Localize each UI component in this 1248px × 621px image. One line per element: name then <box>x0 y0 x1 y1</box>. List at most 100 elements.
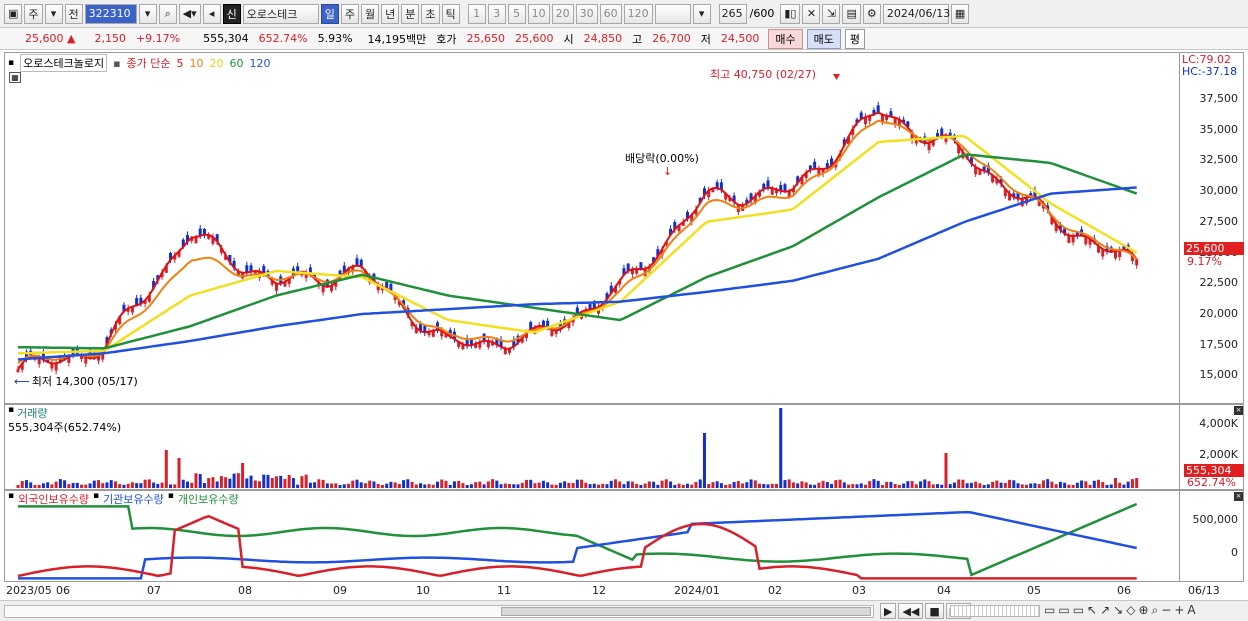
legend-ma5[interactable]: 5 <box>176 56 184 70</box>
stock-label: 오로스테크놀로지 <box>20 54 108 72</box>
window-menu-icon[interactable]: ▣ <box>4 3 23 24</box>
price-tick: 32,500 <box>1199 153 1239 167</box>
volume-panel[interactable] <box>4 404 1180 490</box>
market-select[interactable]: 주 <box>24 3 43 24</box>
period-second-button[interactable]: 초 <box>421 3 440 24</box>
holdings-axis[interactable] <box>1180 490 1244 582</box>
draw-cross-icon[interactable]: ⊕ <box>1138 603 1149 617</box>
legend-ma10[interactable]: 10 <box>189 56 204 70</box>
zoom-out-icon[interactable]: − <box>1161 603 1172 617</box>
period-tick-button[interactable]: 틱 <box>441 3 460 24</box>
period-week-button[interactable]: 주 <box>340 3 360 24</box>
legend-institution[interactable]: 기관보유수량 <box>103 493 164 506</box>
period-minute-button[interactable]: 분 <box>401 3 420 24</box>
fast-back-icon[interactable]: ◀◀ <box>898 603 924 619</box>
current-price-pct: 9.17% <box>1187 255 1222 268</box>
interval-120-button[interactable]: 120 <box>623 3 653 24</box>
prev-icon[interactable]: ◂ <box>202 3 221 24</box>
buy-button[interactable]: 매수 <box>768 28 803 49</box>
scope-select[interactable]: 전 <box>64 3 83 24</box>
legend-ma120[interactable]: 120 <box>249 56 271 70</box>
grid-icon[interactable]: ▦ <box>9 72 21 83</box>
hc-value: HC:-37.18 <box>1182 65 1238 78</box>
volume-close-icon[interactable]: × <box>1234 406 1243 415</box>
interval-10-button[interactable]: 10 <box>527 3 550 24</box>
x-label: 2024/01 <box>674 584 720 597</box>
gear-icon[interactable]: ⚙ <box>862 3 881 24</box>
scroll-track[interactable] <box>4 605 874 618</box>
x-label: 02 <box>768 584 782 597</box>
layout-2-icon[interactable]: ▭ <box>1058 603 1070 617</box>
price-tick: 37,500 <box>1199 92 1239 105</box>
date-input[interactable]: 2024/06/13 <box>882 3 950 24</box>
fit-icon[interactable]: ⇲ <box>822 3 841 24</box>
interval-20-button[interactable]: 20 <box>551 3 574 24</box>
quote-bar: 25,600 ▲ 2,150 +9.17% 555,304 652.74% 5.… <box>0 28 1248 50</box>
x-label: 03 <box>852 584 866 597</box>
legend-close-sma[interactable]: 종가 단순 <box>126 57 171 70</box>
draw-shape-icon[interactable]: ◇ <box>1126 603 1136 617</box>
x-label: 2023/05 <box>6 584 52 597</box>
interval-30-button[interactable]: 30 <box>575 3 598 24</box>
volume-tick-4000k: 4,000K <box>1199 417 1238 430</box>
zoom-slider[interactable] <box>950 605 1040 617</box>
period-month-button[interactable]: 월 <box>361 3 380 24</box>
holdings-settings-icon[interactable]: ▪ <box>8 491 15 501</box>
new-flag-badge: 신 <box>222 3 241 24</box>
high-annotation: 최고 40,750 (02/27) <box>710 68 817 81</box>
x-label: 12 <box>592 584 606 597</box>
holdings-tick-500k: 500,000 <box>1192 513 1239 526</box>
legend-dot-2: ▪ <box>167 491 174 501</box>
interval-dropdown-icon[interactable]: ▾ <box>692 3 711 24</box>
turnover-rate: 5.93% <box>317 32 353 45</box>
sell-button[interactable]: 매도 <box>806 28 841 49</box>
chart-tools-icon[interactable]: ▮▯ <box>780 3 801 24</box>
search-icon[interactable]: ⌕ <box>158 3 177 24</box>
legend-ma60[interactable]: 60 <box>229 56 244 70</box>
legend-individual[interactable]: 개인보유수량 <box>177 493 239 506</box>
period-year-button[interactable]: 년 <box>381 3 400 24</box>
save-icon[interactable]: ▤ <box>842 3 861 24</box>
interval-60-button[interactable]: 60 <box>599 3 622 24</box>
interval-1-button[interactable]: 1 <box>467 3 486 24</box>
price-change-pct: +9.17% <box>135 32 181 45</box>
bottom-tools: ▭ ▭ ▭ ↖ ↗ ↘ ◇ ⊕ ⌕ − + A <box>1044 603 1196 618</box>
count-input[interactable]: 265 <box>718 3 747 24</box>
legend-separator: ▪ <box>113 56 121 70</box>
scroll-right-icon[interactable]: ▶ <box>880 603 897 619</box>
draw-line-icon[interactable]: ↖ <box>1087 603 1098 617</box>
layout-3-icon[interactable]: ▭ <box>1072 603 1085 617</box>
period-day-button[interactable]: 일 <box>320 3 339 24</box>
magnify-icon[interactable]: ⌕ <box>1151 603 1159 617</box>
draw-up-icon[interactable]: ↗ <box>1100 603 1111 617</box>
speaker-icon[interactable]: ◀▾ <box>178 3 201 24</box>
interval-5-button[interactable]: 5 <box>507 3 526 24</box>
interval-custom-input[interactable] <box>654 3 691 24</box>
interval-3-button[interactable]: 3 <box>487 3 506 24</box>
volume-title[interactable]: 거래량 <box>17 407 48 420</box>
layout-1-icon[interactable]: ▭ <box>1044 603 1056 617</box>
crosshair-icon[interactable]: ✕ <box>802 3 821 24</box>
code-dropdown-icon[interactable]: ▾ <box>138 3 157 24</box>
calendar-icon[interactable]: ▦ <box>950 3 970 24</box>
legend-dot-1: ▪ <box>92 491 100 501</box>
stop-icon[interactable]: ■ <box>925 603 944 619</box>
price-panel[interactable] <box>4 52 1180 404</box>
legend-ma20[interactable]: 20 <box>209 56 224 70</box>
volume-settings-icon[interactable]: ▪ <box>8 405 15 415</box>
price-axis[interactable] <box>1180 52 1244 404</box>
stock-code-input[interactable]: 322310 <box>84 3 137 24</box>
zoom-in-icon[interactable]: + <box>1174 603 1185 617</box>
holdings-close-icon[interactable]: × <box>1234 492 1243 501</box>
volume-current-pct: 652.74% <box>1187 476 1236 489</box>
market-dropdown-icon[interactable]: ▾ <box>44 3 63 24</box>
average-button[interactable]: 평 <box>844 28 866 49</box>
draw-tool-icon[interactable]: ↘ <box>1113 603 1124 617</box>
x-label: 11 <box>497 584 511 597</box>
stock-name-field: 오로스테크 <box>242 3 319 24</box>
font-icon[interactable]: A <box>1187 603 1196 617</box>
scroll-thumb[interactable] <box>501 607 871 616</box>
x-label: 08 <box>238 584 252 597</box>
legend-foreign[interactable]: 외국인보유수량 <box>18 493 89 506</box>
settings-icon[interactable]: ▪ <box>8 58 15 68</box>
